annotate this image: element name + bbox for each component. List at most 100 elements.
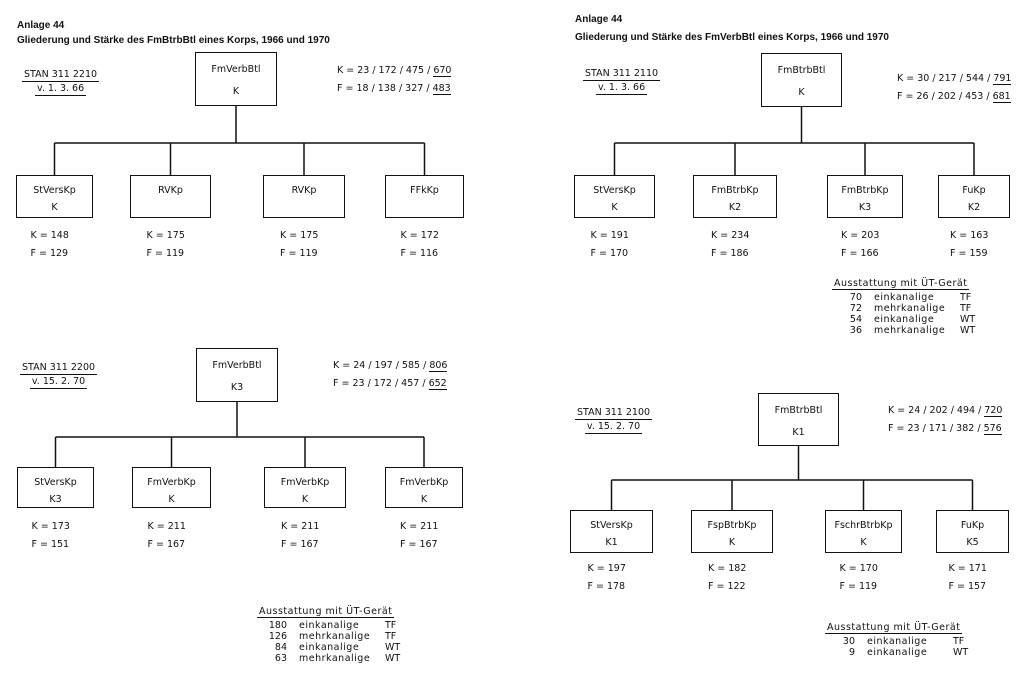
company-box: StVersKp K3 [17, 467, 94, 508]
unit-type: K2 [967, 202, 981, 213]
strength-total: 791 [993, 73, 1012, 85]
unit-name: RVKp [158, 185, 183, 196]
company-box: FmVerbKp K [264, 467, 346, 508]
enlisted-strength: F = 167 [281, 539, 319, 550]
company-strength: K = 197 F = 178 [588, 560, 626, 596]
officer-strength: K = 175 [146, 230, 185, 241]
officer-strength: K = 234 [711, 230, 750, 241]
strength-total: 483 [432, 83, 451, 95]
equipment-row: 36 mehrkanalige WT [840, 325, 981, 336]
enlisted-strength: F = 157 [948, 581, 987, 592]
strength-total: 670 [433, 65, 452, 77]
officer-strength: K = 191 [590, 230, 629, 241]
equipment-list: Ausstattung mit ÜT-Gerät 180 einkanalige TF… [257, 606, 406, 664]
equipment-row: 9 einkanalige WT [833, 647, 974, 658]
enlisted-strength: F = 159 [950, 248, 988, 259]
equipment-code: TF [385, 631, 397, 642]
equipment-row: 72 mehrkanalige TF [840, 303, 981, 314]
officer-strength: K = 148 [30, 230, 69, 241]
company-box: FmVerbKp K [385, 467, 463, 508]
enlisted-strength: F = 186 [711, 248, 749, 259]
strength-breakdown: K = 30 / 217 / 544 / [897, 73, 991, 84]
equipment-row: 84 einkanalige WT [265, 642, 406, 653]
unit-type: K [168, 494, 175, 505]
equipment-title: Ausstattung mit ÜT-Gerät [832, 278, 970, 290]
equipment-kind: mehrkanalige [299, 653, 371, 664]
equipment-list: Ausstattung mit ÜT-Gerät 70 einkanalige TF 7… [832, 278, 981, 336]
company-strength: K = 211 F = 167 [281, 518, 319, 554]
stan-line: v. 15. 2. 70 [584, 421, 643, 434]
strength-breakdown: K = 24 / 197 / 585 / [333, 360, 427, 371]
unit-name: FmBtrbKp [711, 185, 759, 196]
unit-type: K [611, 202, 618, 213]
unit-name: FmVerbBtl [212, 360, 262, 371]
strength-total: 652 [428, 378, 447, 390]
officer-strength: K = 211 [281, 521, 320, 532]
unit-name: FuKp [962, 185, 986, 196]
equipment-kind: mehrkanalige [874, 325, 946, 336]
k-line: K = 30 / 217 / 544 / 791 [897, 70, 1012, 88]
stan-line: STAN 311 2200 [20, 362, 98, 375]
unit-type: K [728, 537, 736, 548]
stan-reference: STAN 311 2210 v. 1. 3. 66 [22, 68, 100, 96]
company-strength: K = 211 F = 167 [400, 518, 438, 554]
company-strength: K = 182 F = 122 [708, 560, 746, 596]
unit-name: FschrBtrbKp [834, 520, 893, 531]
unit-type: K [860, 537, 867, 548]
company-box: FuKp K5 [936, 510, 1009, 553]
equipment-title: Ausstattung mit ÜT-Gerät [257, 606, 395, 618]
officer-strength: K = 172 [400, 230, 439, 241]
right-annex-label: Anlage 44 [575, 14, 623, 25]
k-line: K = 23 / 172 / 475 / 670 [337, 62, 452, 80]
equipment-table: 30 einkanalige TF 9 einkanalige WT [833, 636, 974, 658]
enlisted-strength: F = 167 [147, 539, 186, 550]
officer-strength: K = 211 [147, 521, 186, 532]
equipment-kind: mehrkanalige [874, 303, 946, 314]
officer-strength: K = 197 [587, 563, 626, 574]
equipment-kind: einkanalige [874, 292, 935, 303]
f-line: F = 18 / 138 / 327 / 483 [337, 80, 451, 98]
equipment-row: 126 mehrkanalige TF [265, 631, 406, 642]
unit-type: K [232, 86, 240, 97]
equipment-count: 36 [849, 325, 862, 336]
unit-type: K1 [605, 537, 618, 548]
company-box: FFkKp [385, 175, 464, 218]
unit-type: K2 [728, 202, 742, 213]
company-box: StVersKp K [16, 175, 93, 218]
strength-breakdown: F = 23 / 172 / 457 / [333, 378, 426, 389]
stan-line: STAN 311 2110 [583, 68, 661, 81]
strength-total: 720 [984, 405, 1003, 417]
unit-type: K5 [966, 537, 979, 548]
equipment-count: 9 [848, 647, 855, 658]
stan-line: v. 15. 2. 70 [29, 376, 88, 389]
f-line: F = 23 / 171 / 382 / 576 [888, 420, 1002, 438]
equipment-code: TF [385, 620, 397, 631]
company-strength: K = 170 F = 119 [840, 560, 878, 596]
strength-breakdown: K = 24 / 202 / 494 / [888, 405, 982, 416]
unit-name: FmVerbKp [280, 477, 330, 488]
equipment-kind: mehrkanalige [299, 631, 371, 642]
battalion-box: FmBtrbBtl K [761, 53, 842, 107]
right-page-title: Gliederung und Stärke des FmVerbBtl eine… [575, 32, 889, 43]
officer-strength: K = 203 [841, 230, 880, 241]
equipment-kind: einkanalige [299, 620, 360, 631]
officer-strength: K = 211 [400, 521, 439, 532]
strength-totals: K = 24 / 197 / 585 / 806 F = 23 / 172 / 4… [333, 357, 448, 393]
unit-name: FmBtrbBtl [777, 65, 826, 76]
left-annex-label: Anlage 44 [17, 20, 65, 31]
unit-name: StVersKp [593, 185, 636, 196]
equipment-code: WT [385, 653, 401, 664]
equipment-row: 54 einkanalige WT [840, 314, 981, 325]
unit-type: K [798, 87, 805, 98]
equipment-row: 30 einkanalige TF [833, 636, 974, 647]
unit-type: K3 [858, 202, 872, 213]
strength-total: 576 [983, 423, 1002, 435]
enlisted-strength: F = 119 [146, 248, 185, 259]
enlisted-strength: F = 122 [708, 581, 746, 592]
unit-name: StVersKp [34, 477, 77, 488]
equipment-kind: einkanalige [867, 636, 928, 647]
enlisted-strength: F = 151 [31, 539, 70, 550]
unit-name: FmBtrbKp [841, 185, 889, 196]
battalion-box: FmBtrbBtl K1 [758, 393, 839, 446]
company-box: FschrBtrbKp K [825, 510, 902, 553]
